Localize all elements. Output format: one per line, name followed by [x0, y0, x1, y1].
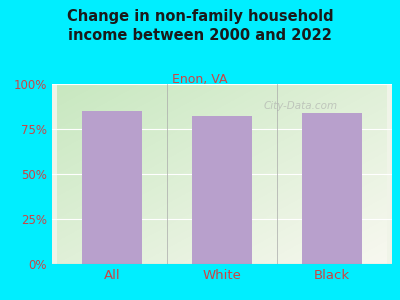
Text: Enon, VA: Enon, VA — [172, 74, 228, 86]
Bar — [302, 113, 362, 264]
Bar — [82, 111, 142, 264]
Bar — [192, 116, 252, 264]
Text: Change in non-family household
income between 2000 and 2022: Change in non-family household income be… — [67, 9, 333, 43]
Text: City-Data.com: City-Data.com — [263, 100, 337, 111]
